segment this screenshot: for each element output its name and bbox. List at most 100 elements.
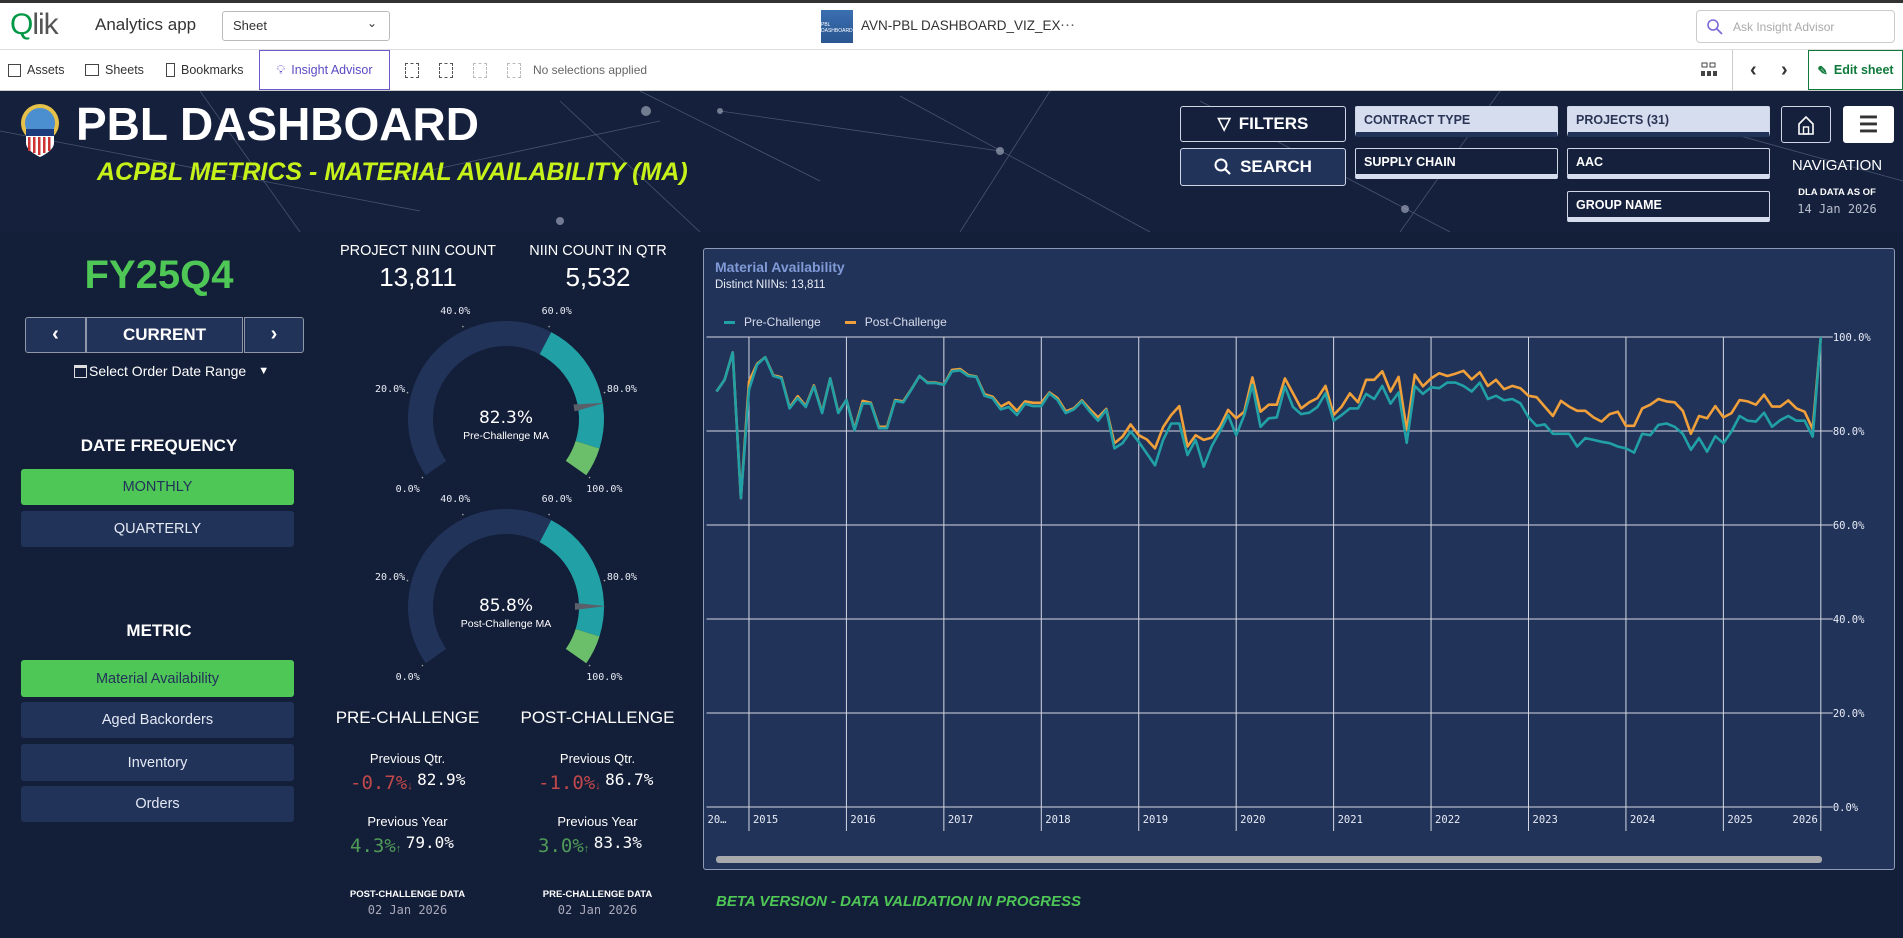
data-date-value: 02 Jan 2026	[367, 903, 448, 917]
y-tick-label: 20.0%	[1833, 708, 1865, 720]
chart-plot: 0.0% 20.0% 40.0% 60.0% 80.0% 100.0% 20… 2015 201…	[706, 332, 1871, 831]
dashboard-subtitle: ACPBL METRICS - MATERIAL AVAILABILITY (M…	[97, 158, 688, 186]
metric-aged-backorders-button[interactable]: Aged Backorders	[21, 702, 294, 738]
insight-advisor-button[interactable]: 💡︎ Insight Advisor	[259, 50, 390, 90]
arrow-down-icon: ↓	[595, 780, 601, 792]
gauge-band	[408, 509, 552, 664]
next-sheet-icon[interactable]: ›	[1781, 58, 1788, 81]
niin-count-qtr-label: NIIN COUNT IN QTR	[529, 243, 667, 259]
grid-view-icon[interactable]	[1700, 50, 1718, 90]
filter-supply-chain[interactable]: SUPPLY CHAIN	[1355, 148, 1558, 179]
legend-item-pre-challenge[interactable]: Pre-Challenge	[724, 315, 821, 329]
gauge-tick	[462, 325, 464, 328]
previous-qtr-delta: -1.0%	[538, 772, 596, 794]
previous-sheet-icon[interactable]: ‹	[1750, 58, 1757, 81]
dla-data-date: 14 Jan 2026	[1797, 202, 1877, 216]
x-tick-label: 2022	[1435, 814, 1460, 826]
material-availability-chart[interactable]: Material Availability Distinct NIINs: 13…	[703, 248, 1895, 870]
gauge-band	[565, 628, 600, 664]
x-tick-label: 2023	[1533, 814, 1558, 826]
filters-button[interactable]: ▽ FILTERS	[1180, 106, 1346, 142]
sheet-dropdown[interactable]: Sheet ⌄	[222, 11, 390, 41]
chart-title: Material Availability	[715, 259, 845, 275]
x-tick-label: 2015	[753, 814, 778, 826]
pre-challenge-gauge: 0.0% 20.0% 40.0% 60.0% 80.0% 100.0% 82.3% Pre-C…	[375, 306, 637, 495]
gauge-tick	[462, 513, 464, 516]
data-date-label: PRE-CHALLENGE DATA	[542, 889, 653, 900]
frequency-quarterly-button[interactable]: QUARTERLY	[21, 511, 294, 547]
legend-item-post-challenge[interactable]: Post-Challenge	[844, 315, 947, 329]
qlik-logo[interactable]: Qlik	[10, 8, 59, 41]
gauge-tick-label: 60.0%	[542, 306, 572, 317]
frequency-monthly-button[interactable]: MONTHLY	[21, 469, 294, 505]
legend-label: Pre-Challenge	[744, 315, 821, 329]
filter-aac[interactable]: AAC	[1567, 148, 1770, 179]
step-back-icon[interactable]	[439, 62, 453, 78]
edit-sheet-button[interactable]: ✎ Edit sheet	[1808, 50, 1903, 90]
gauge-label: Post-Challenge MA	[461, 618, 551, 630]
metric-inventory-button[interactable]: Inventory	[21, 744, 294, 781]
y-tick-label: 60.0%	[1833, 520, 1865, 532]
post-challenge-gauge: 0.0% 20.0% 40.0% 60.0% 80.0% 100.0% 85.8% Post-…	[375, 494, 637, 683]
gauge-tick-label: 0.0%	[396, 672, 420, 683]
smart-search-icon[interactable]	[405, 62, 419, 78]
x-tick-label: 2025	[1727, 814, 1752, 826]
filter-contract-type[interactable]: CONTRACT TYPE	[1355, 106, 1558, 137]
gauge-band	[408, 321, 552, 476]
gauge-needle	[573, 402, 605, 412]
next-period-button[interactable]: ›	[244, 317, 304, 353]
home-icon	[1798, 115, 1814, 135]
sheets-button[interactable]: Sheets	[85, 50, 144, 90]
gauge-tick	[406, 579, 409, 582]
assets-button[interactable]: Assets	[8, 50, 65, 90]
step-forward-icon[interactable]	[473, 62, 487, 78]
date-range-selector[interactable]: Select Order Date Range ▼	[74, 363, 269, 379]
insight-advisor-label: Insight Advisor	[291, 63, 373, 77]
gauge-tick	[421, 476, 424, 479]
bookmarks-button[interactable]: Bookmarks	[166, 50, 244, 90]
header-banner: PBL DASHBOARD ACPBL METRICS - MATERIAL A…	[0, 91, 1903, 232]
previous-year-delta: 3.0%	[538, 835, 584, 857]
filter-group-name[interactable]: GROUP NAME	[1567, 191, 1770, 222]
gauge-band	[565, 440, 600, 476]
navigation-label: NAVIGATION	[1791, 157, 1883, 174]
home-button[interactable]	[1781, 106, 1831, 143]
chart-scrollbar[interactable]	[716, 856, 1822, 863]
filter-projects[interactable]: PROJECTS (31)	[1567, 106, 1770, 137]
period-navigator: ‹ CURRENT ›	[25, 317, 304, 353]
data-date-label: POST-CHALLENGE DATA	[349, 889, 466, 900]
metric-material-availability-button[interactable]: Material Availability	[21, 660, 294, 697]
dla-seal-logo	[21, 104, 59, 157]
gauge-band	[539, 332, 604, 449]
previous-year-label: Previous Year	[367, 814, 448, 829]
previous-qtr-label: Previous Qtr.	[369, 751, 446, 766]
metric-orders-button[interactable]: Orders	[21, 786, 294, 822]
series-line-pre-challenge	[715, 336, 1823, 500]
dla-data-label: DLA DATA AS OF	[1798, 187, 1876, 198]
lightbulb-icon: 💡︎	[276, 62, 286, 77]
bookmarks-label: Bookmarks	[181, 63, 244, 77]
data-date-value: 02 Jan 2026	[557, 903, 638, 917]
gauge-tick-label: 100.0%	[586, 672, 622, 683]
legend-label: Post-Challenge	[864, 315, 947, 329]
date-range-label: Select Order Date Range	[89, 363, 247, 379]
search-label: SEARCH	[1240, 157, 1312, 176]
gauge-tick	[588, 664, 591, 667]
current-period-button[interactable]: CURRENT	[86, 317, 243, 353]
caret-down-icon: ▼	[258, 365, 270, 377]
menu-button[interactable]: ☰	[1843, 106, 1894, 143]
more-options-button[interactable]: ···	[1060, 16, 1075, 33]
clear-selections-icon[interactable]	[507, 62, 521, 78]
sheets-label: Sheets	[105, 63, 144, 77]
search-button[interactable]: SEARCH	[1180, 148, 1346, 186]
previous-period-button[interactable]: ‹	[25, 317, 86, 353]
y-tick-label: 40.0%	[1833, 614, 1865, 626]
network-background	[0, 91, 1903, 232]
divider	[1732, 50, 1733, 90]
y-tick-label: 0.0%	[1833, 802, 1859, 814]
app-name: Analytics app	[95, 15, 197, 34]
x-tick-label: 2016	[850, 814, 875, 826]
gauge-tick-label: 80.0%	[607, 384, 637, 395]
x-tick-label: 2019	[1143, 814, 1168, 826]
ask-insight-advisor-input[interactable]: Ask Insight Advisor	[1696, 10, 1895, 43]
